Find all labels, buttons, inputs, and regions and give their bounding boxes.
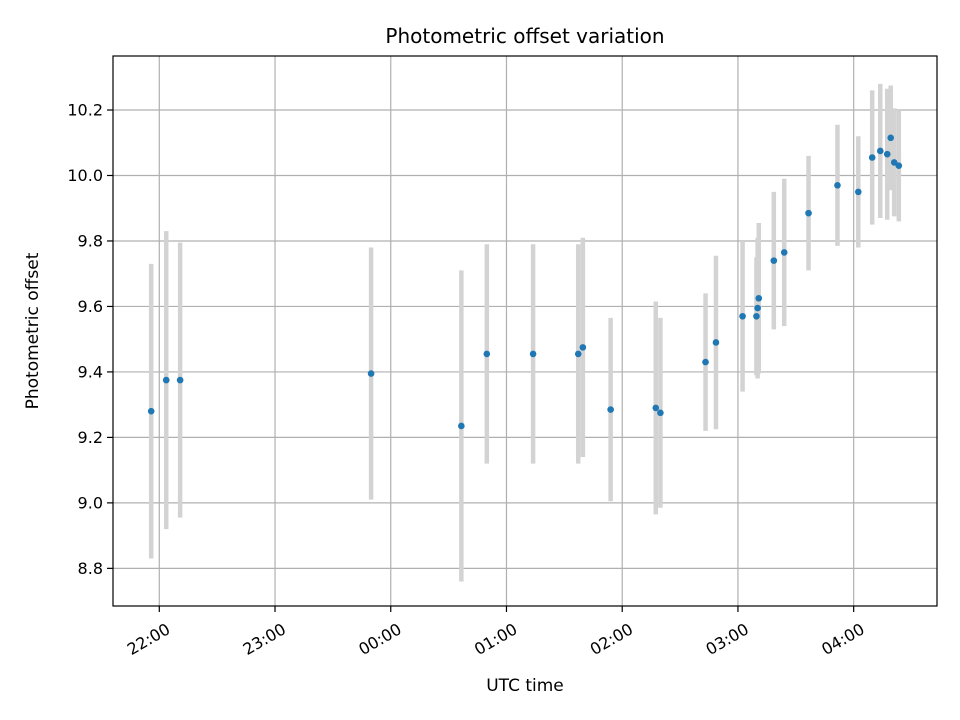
data-point [755, 294, 763, 302]
data-point [657, 409, 664, 417]
x-axis-label: UTC time [486, 676, 564, 696]
data-point [579, 344, 587, 351]
data-point [739, 312, 746, 320]
y-tick-label: 8.8 [78, 559, 103, 578]
data-point [367, 370, 375, 377]
data-point [895, 162, 903, 169]
y-tick-label: 9.0 [78, 493, 103, 512]
data-point [834, 182, 841, 189]
y-tick-label: 10.2 [67, 101, 103, 120]
data-point [868, 154, 876, 161]
grid [113, 56, 937, 606]
data-point [712, 339, 720, 346]
data-point [652, 404, 660, 412]
data-point [780, 249, 788, 256]
data-point [162, 376, 170, 384]
data-point [770, 257, 778, 264]
data-point [176, 376, 184, 384]
y-tick-label: 9.8 [78, 231, 103, 250]
y-tick-label: 9.2 [78, 428, 103, 447]
data-point [574, 350, 582, 358]
data-point [876, 147, 884, 155]
chart-title: Photometric offset variation [385, 24, 664, 48]
y-tick-label: 9.4 [78, 362, 103, 381]
data-point [607, 406, 614, 413]
data-point [458, 422, 465, 430]
y-tick-label: 10.0 [67, 166, 103, 185]
data-point [883, 150, 891, 158]
data-point [887, 134, 895, 142]
data-point [754, 304, 761, 312]
data-point [855, 188, 862, 196]
y-tick-label: 9.6 [78, 297, 103, 316]
data-point [890, 159, 898, 166]
data-point [753, 312, 760, 320]
data-points [147, 134, 903, 430]
y-axis-label: Photometric offset [23, 252, 43, 409]
data-point [702, 358, 709, 366]
data-point [529, 350, 537, 358]
data-point [483, 350, 491, 358]
data-point [805, 209, 812, 217]
plot-frame [112, 55, 938, 607]
data-point [147, 407, 155, 415]
